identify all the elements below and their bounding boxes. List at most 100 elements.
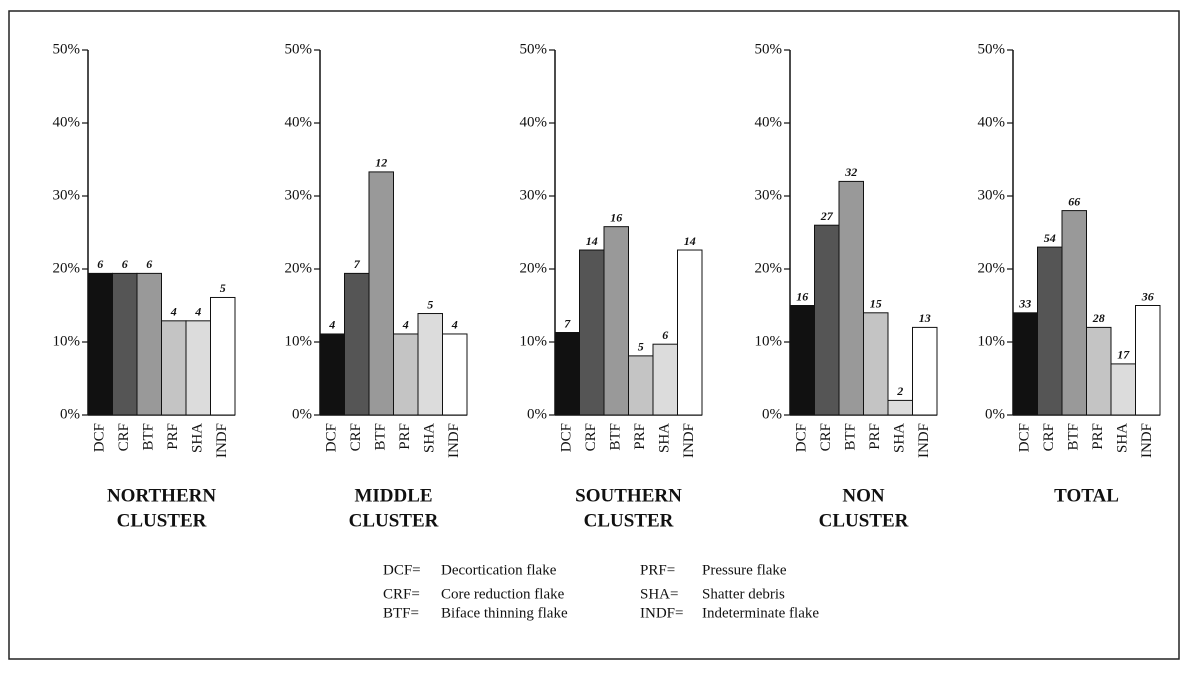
y-tick-label: 0% <box>985 406 1005 422</box>
panel-title: CLUSTER <box>819 510 909 531</box>
x-tick-label: DCF <box>324 423 340 452</box>
count-label: 6 <box>97 257 103 271</box>
legend-text: Shatter debris <box>702 586 785 602</box>
x-tick-label: SHA <box>892 423 908 453</box>
y-tick-label: 30% <box>755 187 783 203</box>
x-tick-label: SHA <box>657 423 673 453</box>
count-label: 7 <box>354 257 361 271</box>
bar <box>652 343 678 416</box>
panel-title: NON <box>842 485 885 506</box>
count-label: 4 <box>402 318 409 332</box>
x-tick-label: INDF <box>681 423 697 458</box>
count-label: 14 <box>586 234 598 248</box>
count-label: 4 <box>170 305 177 319</box>
x-tick-label: SHA <box>190 423 206 453</box>
panel-title: CLUSTER <box>349 510 439 531</box>
count-label: 27 <box>820 209 834 223</box>
y-tick-label: 50% <box>285 41 313 57</box>
x-tick-label: BTF <box>608 423 624 451</box>
x-tick-label: BTF <box>373 423 389 451</box>
y-tick-label: 30% <box>285 187 313 203</box>
bar <box>136 272 162 416</box>
y-tick-label: 20% <box>520 260 548 276</box>
bar <box>628 355 654 416</box>
bar <box>393 333 419 416</box>
panel-title: TOTAL <box>1054 485 1119 506</box>
bar <box>863 312 889 416</box>
x-tick-label: PRF <box>397 423 413 450</box>
bar <box>554 332 580 416</box>
count-label: 16 <box>796 289 808 303</box>
x-tick-label: CRF <box>348 423 364 451</box>
count-label: 32 <box>844 165 857 179</box>
count-label: 6 <box>146 257 152 271</box>
legend-text: Indeterminate flake <box>702 605 819 621</box>
count-label: 5 <box>427 297 433 311</box>
count-label: 6 <box>662 328 668 342</box>
count-label: 13 <box>919 311 931 325</box>
y-tick-label: 40% <box>520 114 548 130</box>
x-tick-label: PRF <box>632 423 648 450</box>
y-tick-label: 30% <box>978 187 1006 203</box>
count-label: 12 <box>375 156 387 170</box>
legend-abbr: INDF= <box>640 605 683 621</box>
x-tick-label: CRF <box>583 423 599 451</box>
y-tick-label: 20% <box>755 260 783 276</box>
bar <box>319 333 345 416</box>
bar <box>368 171 394 416</box>
y-tick-label: 40% <box>978 114 1006 130</box>
bar <box>87 272 113 416</box>
legend-abbr: DCF= <box>383 562 421 578</box>
count-label: 2 <box>896 384 903 398</box>
panel-title: CLUSTER <box>117 510 207 531</box>
count-label: 66 <box>1068 194 1080 208</box>
x-tick-label: INDF <box>916 423 932 458</box>
x-tick-label: DCF <box>1017 423 1033 452</box>
x-tick-label: DCF <box>794 423 810 452</box>
bar <box>210 296 236 416</box>
count-label: 16 <box>610 210 622 224</box>
y-tick-label: 20% <box>978 260 1006 276</box>
y-tick-label: 20% <box>53 260 81 276</box>
x-tick-label: SHA <box>1115 423 1131 453</box>
count-label: 6 <box>122 257 128 271</box>
frame <box>8 10 1180 660</box>
y-tick-label: 30% <box>53 187 81 203</box>
panel-title: CLUSTER <box>584 510 674 531</box>
y-tick-label: 50% <box>520 41 548 57</box>
count-label: 36 <box>1141 289 1154 303</box>
bar <box>112 272 138 416</box>
bar <box>1012 312 1038 416</box>
bar <box>677 249 703 416</box>
bar <box>417 313 443 416</box>
legend-abbr: CRF= <box>383 586 420 602</box>
bar <box>789 305 815 416</box>
y-tick-label: 30% <box>520 187 548 203</box>
x-tick-label: PRF <box>867 423 883 450</box>
count-label: 7 <box>564 316 571 330</box>
y-tick-label: 20% <box>285 260 313 276</box>
x-tick-label: CRF <box>116 423 132 451</box>
bar <box>814 224 840 416</box>
count-label: 5 <box>638 340 644 354</box>
x-tick-label: DCF <box>92 423 108 452</box>
bar <box>579 249 605 416</box>
legend-abbr: PRF= <box>640 562 675 578</box>
count-label: 17 <box>1117 348 1130 362</box>
y-tick-label: 50% <box>755 41 783 57</box>
legend-abbr: SHA= <box>640 586 678 602</box>
y-tick-label: 0% <box>60 406 80 422</box>
legend-text: Pressure flake <box>702 562 787 578</box>
bar <box>912 326 938 416</box>
bar <box>1086 326 1112 416</box>
x-tick-label: PRF <box>1090 423 1106 450</box>
bar <box>442 333 468 416</box>
count-label: 4 <box>194 305 201 319</box>
bar <box>1061 210 1087 416</box>
panel-title: MIDDLE <box>354 485 432 506</box>
y-tick-label: 40% <box>755 114 783 130</box>
y-tick-label: 40% <box>285 114 313 130</box>
count-label: 14 <box>684 234 696 248</box>
bar <box>344 272 370 416</box>
bar <box>887 399 913 416</box>
